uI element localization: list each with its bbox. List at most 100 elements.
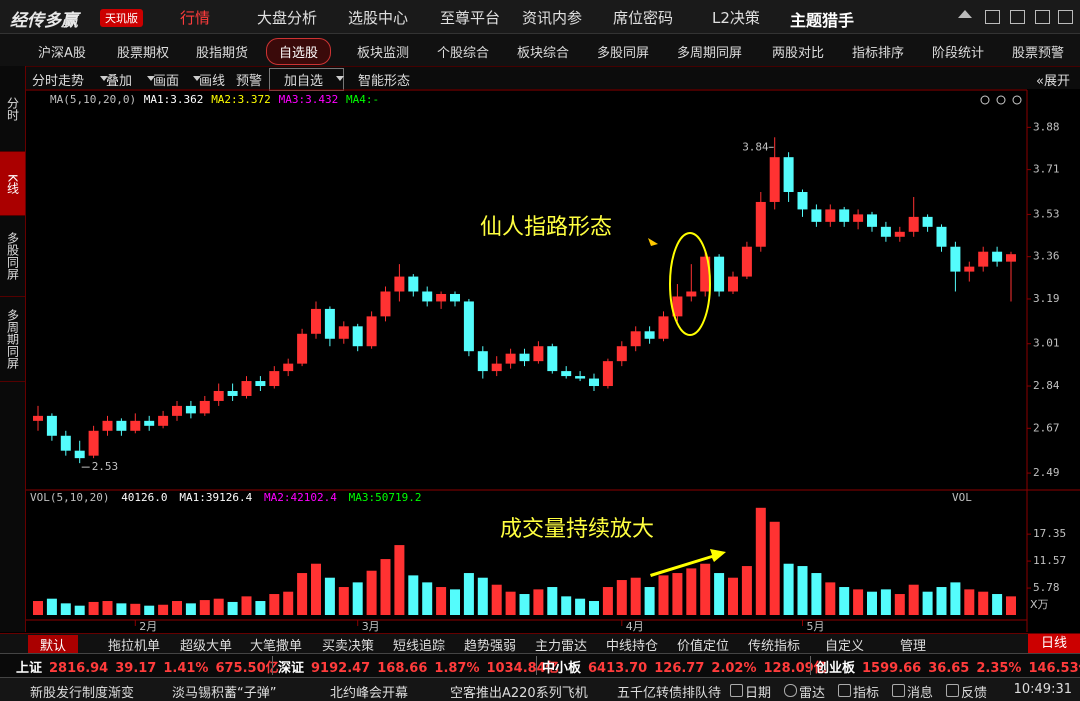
sub-nav-tab[interactable]: 板块综合 bbox=[517, 46, 570, 61]
sub-nav-tab[interactable]: 多股同屏 bbox=[597, 46, 650, 61]
x-tick-label: 5月 bbox=[807, 620, 825, 633]
indicator-tabs: 日线 默认 拖拉机单 超级大单 大笔撒单 买卖决策 短线追踪 趋势强弱 主力雷达 中线持仓 价值定… bbox=[0, 633, 1080, 654]
y-tick-label: 2.84 bbox=[1033, 379, 1060, 392]
toolbar-item[interactable]: 叠加 bbox=[106, 74, 133, 89]
edition: 天玑版 bbox=[100, 9, 143, 27]
nav-tab[interactable]: 至尊平台 bbox=[440, 9, 501, 27]
candle-body bbox=[589, 378, 599, 387]
volume-bar bbox=[839, 587, 850, 615]
window-icon[interactable] bbox=[985, 10, 1000, 24]
status-item[interactable]: 指标 bbox=[853, 686, 880, 701]
toolbar-item[interactable]: 画线 bbox=[199, 74, 226, 89]
annotation: 仙人指路形态 bbox=[480, 215, 612, 240]
sub-nav-tab[interactable]: 阶段统计 bbox=[932, 46, 985, 61]
indicator-tab[interactable]: 短线追踪 bbox=[393, 639, 446, 654]
status-item[interactable]: 日期 bbox=[745, 686, 772, 701]
volume-bar bbox=[880, 589, 891, 615]
pattern-highlight bbox=[669, 232, 711, 336]
indicator-tab[interactable]: 传统指标 bbox=[748, 639, 801, 654]
window-icon[interactable] bbox=[1058, 10, 1073, 24]
sub-nav-tab[interactable]: 自选股 bbox=[266, 38, 332, 65]
volume-bar bbox=[505, 591, 516, 615]
side-tab[interactable]: 多股同屏 bbox=[0, 216, 25, 297]
window-icon[interactable] bbox=[958, 10, 972, 18]
index-price: 2816.94 bbox=[49, 661, 109, 676]
toolbar-item[interactable]: 智能形态 bbox=[358, 74, 411, 89]
sub-nav-tab[interactable]: 沪深A股 bbox=[38, 46, 86, 61]
side-tab[interactable]: 多周期同屏 bbox=[0, 297, 25, 382]
news-item[interactable]: 空客推出A220系列飞机 bbox=[450, 686, 588, 701]
pane-icon bbox=[996, 95, 1006, 105]
toolbar-item[interactable]: 画面 bbox=[153, 74, 180, 89]
volume-bar bbox=[366, 570, 377, 615]
toolbar-item[interactable]: 预警 bbox=[236, 74, 263, 89]
sub-nav-tab[interactable]: 指标排序 bbox=[852, 46, 905, 61]
index-name: 创业板 bbox=[816, 661, 856, 676]
index-item[interactable]: 深证 9192.47 168.66 1.87% 1034.84亿 bbox=[278, 657, 566, 676]
side-tab[interactable]: K线 bbox=[0, 152, 25, 216]
sub-nav-tab[interactable]: 个股综合 bbox=[437, 46, 490, 61]
index-name: 深证 bbox=[278, 661, 305, 676]
sub-nav-tab[interactable]: 两股对比 bbox=[772, 46, 825, 61]
indicator-tab[interactable]: 大笔撒单 bbox=[250, 639, 303, 654]
index-item[interactable]: 创业板 1599.66 36.65 2.35% 146.53亿 bbox=[816, 657, 1080, 676]
indicator-tab[interactable]: 超级大单 bbox=[180, 639, 233, 654]
nav-tab[interactable]: L2决策 bbox=[712, 9, 760, 27]
status-item[interactable]: 反馈 bbox=[961, 686, 988, 701]
annotation-arrow bbox=[648, 238, 658, 246]
sub-nav-tab[interactable]: 板块监测 bbox=[357, 46, 410, 61]
toolbar-item[interactable]: 分时走势 bbox=[32, 74, 85, 89]
sub-nav-tab[interactable]: 股票期权 bbox=[117, 46, 170, 61]
indicator-tab[interactable]: 买卖决策 bbox=[322, 639, 375, 654]
volume-bar bbox=[755, 507, 766, 615]
nav-tab[interactable]: 资讯内参 bbox=[522, 9, 583, 27]
y-tick-label: 2.49 bbox=[1033, 466, 1060, 479]
window-icon[interactable] bbox=[1035, 10, 1050, 24]
volume-bar bbox=[950, 582, 961, 615]
nav-tab[interactable]: 席位密码 bbox=[613, 9, 674, 27]
volume-bar bbox=[964, 589, 975, 615]
min-label: 2.53 bbox=[92, 460, 119, 473]
indicator-tab[interactable]: 自定义 bbox=[825, 639, 865, 654]
toolbar: «展开 分时走势 叠加 画面 画线 预警 加自选 智能形态 bbox=[26, 67, 1080, 91]
legend-item: MA1:3.362 bbox=[144, 93, 204, 106]
period[interactable]: 日线 bbox=[1028, 634, 1080, 653]
news-item[interactable]: 五千亿转债排队待 bbox=[617, 686, 722, 701]
indicator-tab[interactable]: 拖拉机单 bbox=[108, 639, 161, 654]
expand[interactable]: «展开 bbox=[1036, 70, 1070, 89]
candle-body bbox=[519, 353, 530, 362]
volume-bar bbox=[227, 601, 238, 615]
volume-bar bbox=[769, 521, 780, 615]
candle-body bbox=[1006, 254, 1016, 262]
nav-tab[interactable]: 主题猎手 bbox=[790, 11, 855, 30]
candle-body bbox=[422, 291, 433, 302]
sub-nav-tab[interactable]: 多周期同屏 bbox=[677, 46, 743, 61]
candle-body bbox=[797, 192, 808, 210]
nav-tab[interactable]: 选股中心 bbox=[348, 9, 409, 27]
indicator-tab[interactable]: 主力雷达 bbox=[535, 639, 588, 654]
volume-bar bbox=[867, 591, 877, 615]
indicator-tab[interactable]: 管理 bbox=[900, 639, 927, 654]
indicator-tab[interactable]: 中线持仓 bbox=[606, 639, 659, 654]
indicator-tab[interactable]: 价值定位 bbox=[677, 639, 730, 654]
candle-body bbox=[630, 331, 641, 347]
index-item[interactable]: 上证 2816.94 39.17 1.41% 675.50亿 bbox=[16, 657, 286, 676]
news-item[interactable]: 北约峰会开幕 bbox=[330, 686, 409, 701]
news-item[interactable]: 淡马锡积蓄“子弹” bbox=[172, 686, 277, 701]
sub-nav-tab[interactable]: 股指期货 bbox=[196, 46, 249, 61]
news-item[interactable]: 新股发行制度渐变 bbox=[30, 686, 135, 701]
sub-nav-tab[interactable]: 股票预警 bbox=[1012, 46, 1065, 61]
nav-tab[interactable]: 行情 bbox=[180, 9, 211, 27]
nav-tab[interactable]: 大盘分析 bbox=[257, 9, 318, 27]
volume-bar bbox=[436, 587, 447, 615]
volume-bar bbox=[894, 594, 905, 615]
indicator-tab[interactable]: 趋势强弱 bbox=[464, 639, 517, 654]
status-item[interactable]: 消息 bbox=[907, 686, 934, 701]
candle-body bbox=[880, 226, 891, 237]
status-item[interactable]: 雷达 bbox=[799, 686, 826, 701]
side-tab[interactable]: 分时 bbox=[0, 66, 25, 152]
volume-bar bbox=[185, 603, 196, 615]
indicator-tab[interactable]: 默认 bbox=[28, 635, 79, 654]
candle-body bbox=[297, 333, 308, 364]
window-icon[interactable] bbox=[1010, 10, 1025, 24]
